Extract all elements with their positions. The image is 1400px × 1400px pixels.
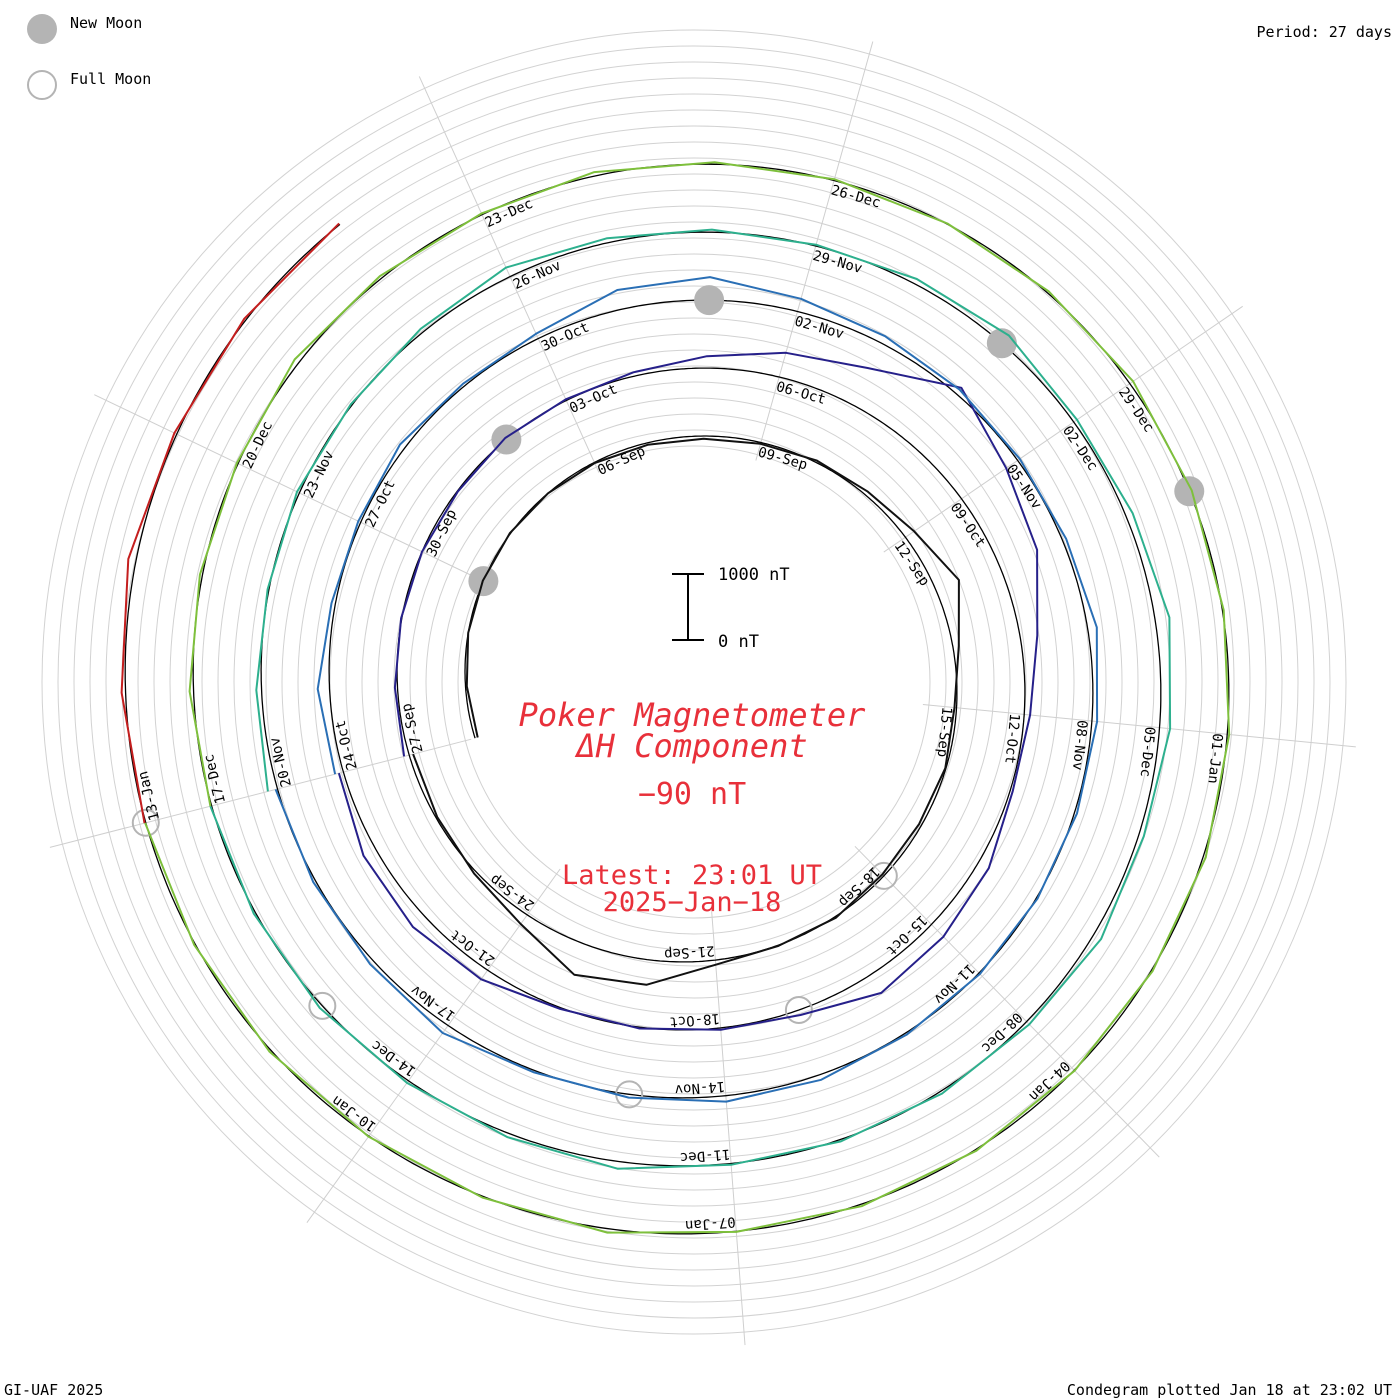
- full-moon-marker: [131, 808, 160, 837]
- grid-ring: [377, 365, 1011, 999]
- grid-spoke: [711, 911, 746, 1346]
- credit-label: GI-UAF 2025: [4, 1381, 104, 1399]
- plotted-timestamp: Condegram plotted Jan 18 at 23:02 UT: [1066, 1381, 1392, 1399]
- grid-ring: [105, 93, 1283, 1271]
- grid-ring: [185, 173, 1203, 1191]
- grid-ring: [329, 317, 1059, 1047]
- full-moon-marker: [308, 991, 337, 1020]
- grid-ring: [249, 237, 1139, 1127]
- latest-date: 2025−Jan−18: [603, 887, 782, 918]
- grid-ring: [297, 285, 1091, 1079]
- grid-ring: [313, 301, 1075, 1063]
- date-label: 15-Sep: [934, 706, 955, 758]
- grid-spoke: [755, 41, 874, 461]
- grid-ring: [201, 189, 1187, 1175]
- full-moon-label: Full Moon: [70, 70, 152, 88]
- grid-ring: [425, 413, 963, 951]
- center-annotation: Poker Magnetometer ΔH Component −90 nT L…: [519, 696, 867, 918]
- scale-bar-top-label: 1000 nT: [718, 565, 790, 585]
- grid-ring: [457, 445, 931, 919]
- date-label: 11-Dec: [679, 1146, 731, 1166]
- grid-spoke: [883, 305, 1243, 553]
- latest-time: Latest: 23:01 UT: [562, 860, 822, 891]
- series-line-rotation-3: [274, 276, 1099, 1103]
- new-moon-marker: [1174, 476, 1205, 507]
- grid-ring: [409, 397, 979, 967]
- date-label: 21-Sep: [664, 942, 716, 962]
- date-label: 15-Oct: [883, 912, 930, 959]
- grid-ring: [137, 125, 1251, 1239]
- grid-spoke: [306, 868, 561, 1224]
- date-label: 08-Nov: [1069, 719, 1090, 771]
- series-line-rotation-6: [120, 222, 340, 824]
- chart-title-line2: ΔH Component: [574, 727, 807, 765]
- current-value: −90 nT: [638, 777, 746, 812]
- new-moon-marker: [986, 328, 1017, 359]
- moon-markers: [131, 285, 1205, 1109]
- full-moon-marker: [869, 861, 898, 890]
- grid-ring: [57, 45, 1331, 1319]
- baseline-spiral: [124, 163, 1230, 1235]
- date-label: 11-Nov: [930, 960, 977, 1007]
- grid-ring: [281, 269, 1107, 1095]
- grid-ring: [265, 253, 1123, 1111]
- grid-ring: [41, 29, 1347, 1335]
- grid-spoke: [854, 845, 1160, 1158]
- date-label: 01-Jan: [1204, 733, 1225, 785]
- chart-title-line1: Poker Magnetometer: [519, 696, 867, 734]
- date-label: 30-Sep: [424, 507, 460, 560]
- grid-ring: [233, 221, 1155, 1143]
- period-label: Period: 27 days: [1256, 23, 1392, 41]
- full-moon-marker: [784, 996, 813, 1025]
- scale-bar: 1000 nT 0 nT: [672, 565, 790, 652]
- grid-spoke: [418, 76, 600, 473]
- grid-spoke: [49, 738, 472, 848]
- grid-ring: [169, 157, 1219, 1207]
- date-label: 18-Oct: [669, 1010, 721, 1030]
- date-label: 04-Jan: [1025, 1057, 1072, 1104]
- grid-spoke: [922, 703, 1356, 748]
- new-moon-label: New Moon: [70, 14, 143, 32]
- full-moon-icon: [27, 70, 57, 100]
- grid-ring: [89, 77, 1299, 1287]
- series-line-rotation-2: [337, 351, 1039, 1031]
- date-label: 14-Nov: [674, 1078, 726, 1098]
- grid-ring: [361, 349, 1027, 1015]
- series-line-rotation-5: [144, 161, 1231, 1234]
- date-label: 06-Sep: [595, 443, 648, 478]
- series-line-rotation-4: [209, 228, 1172, 1170]
- series-line-rotation-1: [412, 437, 960, 986]
- grid-ring: [393, 381, 995, 983]
- polar-grid: [41, 29, 1356, 1346]
- scale-bar-bottom-label: 0 nT: [718, 632, 759, 652]
- grid-ring: [345, 333, 1043, 1031]
- grid-ring: [441, 429, 947, 935]
- date-label: 03-Oct: [567, 381, 620, 416]
- date-label: 05-Dec: [1137, 726, 1158, 778]
- date-label: 17-Nov: [408, 981, 458, 1023]
- date-label: 07-Jan: [684, 1213, 736, 1233]
- new-moon-marker: [694, 285, 725, 316]
- data-series: [120, 161, 1231, 1234]
- new-moon-icon: [27, 14, 57, 44]
- grid-ring: [73, 61, 1315, 1303]
- grid-ring: [153, 141, 1235, 1223]
- date-label: 12-Oct: [1001, 713, 1022, 765]
- date-label: 21-Oct: [448, 926, 498, 968]
